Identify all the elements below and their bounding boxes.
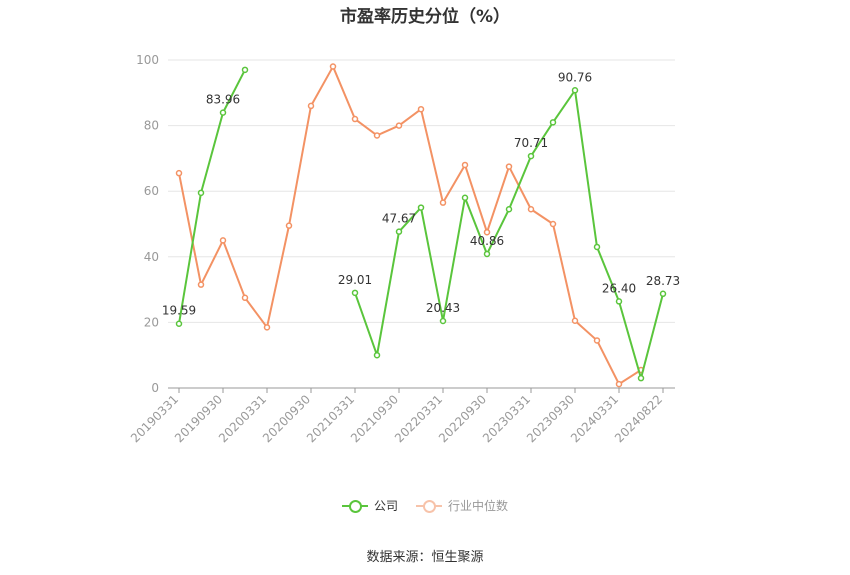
y-tick-label: 20 (144, 315, 159, 329)
data-point-series-0 (461, 194, 469, 202)
data-label: 29.01 (338, 273, 372, 287)
data-point-series-1 (395, 122, 403, 129)
series-line-0 (354, 89, 664, 380)
data-label: 20.43 (426, 301, 460, 315)
y-tick-label: 0 (151, 381, 159, 395)
data-label: 83.96 (206, 93, 240, 107)
data-point-series-1 (461, 161, 469, 169)
data-point-series-1 (175, 169, 183, 177)
legend-line-marker-icon (416, 499, 442, 513)
data-point-series-0 (527, 152, 535, 160)
data-point-series-1 (483, 228, 491, 236)
data-point-series-0 (505, 205, 513, 213)
data-point-series-0 (175, 320, 183, 327)
data-label: 70.71 (514, 136, 548, 150)
legend-item-industry-median[interactable]: 行业中位数 (416, 497, 508, 514)
data-label: 19.59 (162, 304, 196, 318)
data-point-series-0 (417, 204, 425, 211)
data-point-series-1 (307, 102, 315, 110)
data-point-series-1 (527, 205, 535, 213)
data-point-series-1 (571, 317, 579, 325)
data-point-series-1 (593, 337, 601, 344)
series-line-0 (178, 69, 246, 324)
legend-line-marker-icon (341, 499, 368, 513)
legend-label-industry-median: 行业中位数 (448, 499, 509, 513)
data-point-series-1 (329, 63, 337, 70)
data-point-series-0 (615, 298, 623, 305)
data-point-series-0 (241, 66, 249, 74)
data-point-series-1 (197, 281, 205, 288)
data-point-series-1 (263, 324, 271, 331)
data-label: 47.67 (382, 212, 416, 226)
data-point-series-1 (549, 220, 557, 228)
data-point-series-0 (395, 228, 403, 235)
data-point-series-0 (593, 243, 601, 251)
data-point-series-1 (439, 199, 447, 206)
chart-title: 市盈率历史分位（%） (339, 7, 511, 27)
data-label: 26.40 (602, 281, 636, 295)
y-tick-label: 80 (144, 119, 159, 133)
legend-label-company: 公司 (373, 499, 398, 513)
data-point-series-0 (373, 351, 381, 359)
data-point-series-0 (549, 119, 557, 126)
legend-item-company[interactable]: 公司 (341, 497, 398, 514)
x-tick-label: 20240822 (612, 392, 665, 445)
data-point-series-0 (637, 374, 645, 382)
data-point-series-0 (197, 189, 205, 197)
data-label: 40.86 (470, 234, 504, 248)
data-point-series-1 (285, 222, 293, 229)
data-label: 28.73 (646, 274, 680, 288)
data-point-series-1 (505, 163, 513, 170)
data-point-series-1 (351, 115, 359, 123)
data-point-series-1 (219, 237, 227, 244)
data-point-series-0 (571, 87, 579, 94)
y-tick-label: 40 (144, 250, 159, 264)
data-point-series-1 (241, 294, 249, 302)
data-point-series-0 (351, 289, 359, 297)
series-line-1 (178, 65, 642, 386)
data-point-series-0 (439, 317, 447, 325)
data-label: 90.76 (558, 70, 592, 84)
data-point-series-0 (659, 290, 667, 298)
y-tick-label: 60 (144, 184, 159, 198)
data-point-series-0 (483, 250, 491, 258)
y-tick-label: 100 (136, 53, 159, 67)
data-point-series-1 (373, 132, 381, 139)
data-point-series-1 (417, 105, 425, 113)
legend: 公司 行业中位数 (0, 497, 850, 514)
data-point-series-0 (219, 109, 227, 116)
source-note: 数据来源：恒生聚源 (366, 550, 484, 565)
data-point-series-1 (615, 380, 623, 388)
